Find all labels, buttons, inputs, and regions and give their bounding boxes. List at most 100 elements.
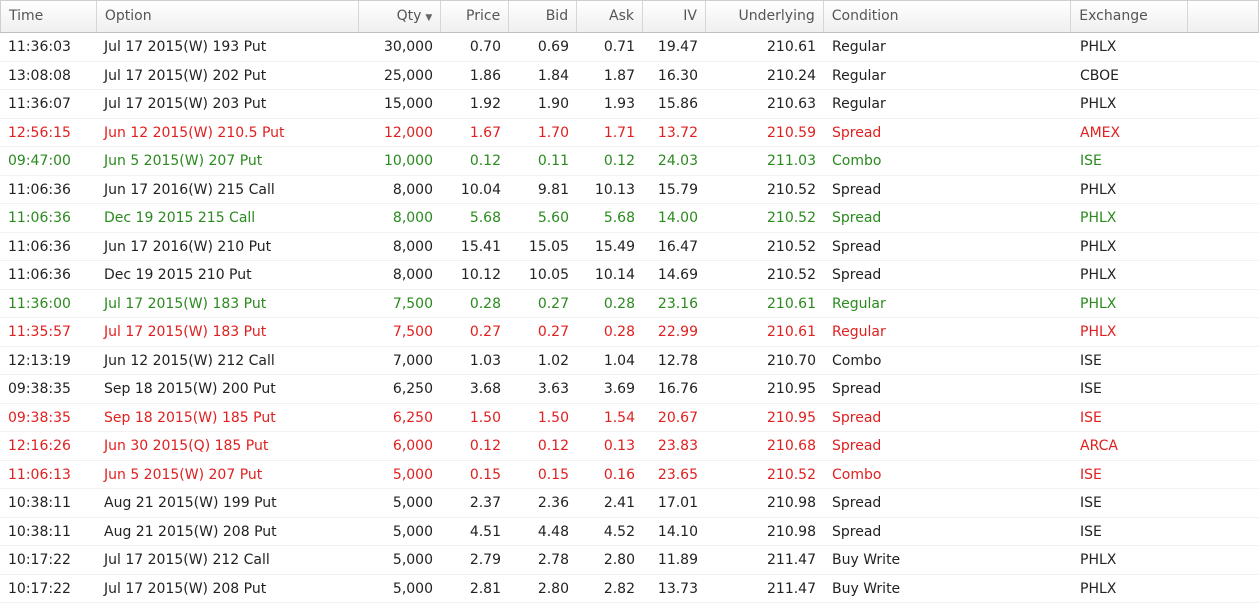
table-row[interactable]: 10:17:22 Jul 17 2015(W) 208 Put 5,000 2.81 2… <box>0 575 1259 603</box>
cell-option: Jun 12 2015(W) 212 Call <box>104 352 275 369</box>
cell-time: 11:06:36 <box>8 267 71 283</box>
table-row[interactable]: 11:35:57 Jul 17 2015(W) 183 Put 7,500 0.27 0… <box>0 318 1259 347</box>
cell-exchange: ISE <box>1080 495 1102 511</box>
cell-price: 1.50 <box>469 409 501 426</box>
cell-time: 09:38:35 <box>8 409 71 426</box>
cell-qty: 7,000 <box>392 352 433 369</box>
cell-bid: 0.27 <box>537 295 569 312</box>
column-header-condition[interactable]: Condition <box>824 1 1072 32</box>
cell-exchange: PHLX <box>1080 39 1117 55</box>
cell-price: 4.51 <box>469 523 501 540</box>
cell-bid: 2.78 <box>537 552 569 568</box>
table-row[interactable]: 11:06:13 Jun 5 2015(W) 207 Put 5,000 0.15 0.… <box>0 461 1259 489</box>
cell-iv: 15.79 <box>657 181 698 198</box>
cell-time: 11:06:36 <box>8 210 71 226</box>
cell-time: 11:06:13 <box>8 466 71 483</box>
cell-price: 0.28 <box>469 295 501 312</box>
cell-bid: 0.11 <box>537 153 569 169</box>
cell-condition: Spread <box>832 238 882 255</box>
cell-time: 12:16:26 <box>8 438 71 454</box>
column-header-bid[interactable]: Bid <box>509 1 578 32</box>
table-row[interactable]: 12:16:26 Jun 30 2015(Q) 185 Put 6,000 0.12 0… <box>0 432 1259 461</box>
cell-price: 2.81 <box>469 580 501 597</box>
column-label: Qty <box>396 8 422 24</box>
table-row[interactable]: 11:36:00 Jul 17 2015(W) 183 Put 7,500 0.28 0… <box>0 290 1259 318</box>
column-header-time[interactable]: Time <box>1 1 97 32</box>
cell-qty: 30,000 <box>384 39 433 55</box>
cell-time: 12:56:15 <box>8 124 71 141</box>
table-row[interactable]: 09:38:35 Sep 18 2015(W) 200 Put 6,250 3.68 3… <box>0 375 1259 404</box>
cell-condition: Regular <box>832 96 886 112</box>
cell-price: 1.03 <box>469 352 501 369</box>
column-header-option[interactable]: Option <box>97 1 360 32</box>
table-row[interactable]: 11:06:36 Dec 19 2015 210 Put 8,000 10.12 10.… <box>0 261 1259 290</box>
table-row[interactable]: 12:56:15 Jun 12 2015(W) 210.5 Put 12,000 1.… <box>0 119 1259 147</box>
table-row[interactable]: 09:47:00 Jun 5 2015(W) 207 Put 10,000 0.12 0… <box>0 147 1259 176</box>
cell-iv: 14.00 <box>657 210 698 226</box>
column-label: Condition <box>831 8 899 24</box>
cell-underlying: 210.95 <box>767 409 816 426</box>
table-row[interactable]: 11:06:36 Jun 17 2016(W) 210 Put 8,000 15.41… <box>0 233 1259 261</box>
cell-bid: 1.50 <box>537 409 569 426</box>
cell-price: 3.68 <box>469 381 501 397</box>
cell-underlying: 210.98 <box>767 523 816 540</box>
cell-qty: 6,250 <box>392 409 433 426</box>
cell-option: Jun 5 2015(W) 207 Put <box>104 466 263 483</box>
cell-iv: 16.76 <box>657 381 698 397</box>
cell-iv: 13.72 <box>657 124 698 141</box>
table-row[interactable]: 11:06:36 Jun 17 2016(W) 215 Call 8,000 10.0… <box>0 176 1259 204</box>
cell-ask: 1.93 <box>603 96 635 112</box>
cell-underlying: 210.52 <box>767 466 816 483</box>
cell-ask: 1.04 <box>603 352 635 369</box>
cell-ask: 2.80 <box>603 552 635 568</box>
cell-bid: 0.27 <box>537 324 569 340</box>
cell-qty: 7,500 <box>392 295 433 312</box>
table-row[interactable]: 09:38:35 Sep 18 2015(W) 185 Put 6,250 1.50 1… <box>0 404 1259 432</box>
cell-condition: Spread <box>832 523 882 540</box>
cell-underlying: 210.70 <box>767 352 816 369</box>
table-row[interactable]: 10:38:11 Aug 21 2015(W) 199 Put 5,000 2.37 2… <box>0 489 1259 518</box>
cell-condition: Spread <box>832 409 882 426</box>
cell-underlying: 210.68 <box>767 438 816 454</box>
cell-ask: 2.41 <box>603 495 635 511</box>
cell-bid: 3.63 <box>537 381 569 397</box>
cell-qty: 10,000 <box>384 153 433 169</box>
table-row[interactable]: 13:08:08 Jul 17 2015(W) 202 Put 25,000 1.86… <box>0 62 1259 90</box>
cell-bid: 0.69 <box>537 39 569 55</box>
table-row[interactable]: 11:36:03 Jul 17 2015(W) 193 Put 30,000 0.70… <box>0 33 1259 62</box>
cell-iv: 13.73 <box>657 580 698 597</box>
cell-ask: 1.71 <box>603 124 635 141</box>
cell-exchange: PHLX <box>1080 210 1117 226</box>
column-header-exchange[interactable]: Exchange <box>1071 1 1189 32</box>
cell-exchange: PHLX <box>1080 267 1117 283</box>
table-row[interactable]: 10:38:11 Aug 21 2015(W) 208 Put 5,000 4.51 4… <box>0 518 1259 546</box>
table-row[interactable]: 12:13:19 Jun 12 2015(W) 212 Call 7,000 1.03… <box>0 347 1259 375</box>
cell-price: 2.79 <box>469 552 501 568</box>
cell-condition: Spread <box>832 210 882 226</box>
cell-qty: 5,000 <box>392 523 433 540</box>
table-row[interactable]: 11:36:07 Jul 17 2015(W) 203 Put 15,000 1.92… <box>0 90 1259 119</box>
column-header-underlying[interactable]: Underlying <box>706 1 824 32</box>
cell-qty: 6,250 <box>392 381 433 397</box>
cell-ask: 0.71 <box>603 39 635 55</box>
cell-option: Jun 17 2016(W) 215 Call <box>104 181 275 198</box>
column-header-iv[interactable]: IV <box>643 1 706 32</box>
cell-condition: Regular <box>832 67 886 84</box>
cell-exchange: PHLX <box>1080 295 1117 312</box>
cell-option: Jun 17 2016(W) 210 Put <box>104 238 272 255</box>
cell-iv: 12.78 <box>657 352 698 369</box>
cell-underlying: 210.52 <box>767 181 816 198</box>
column-header-price[interactable]: Price <box>441 1 510 32</box>
cell-ask: 2.82 <box>603 580 635 597</box>
cell-condition: Spread <box>832 181 882 198</box>
column-label: Underlying <box>738 8 815 24</box>
cell-bid: 15.05 <box>528 238 569 255</box>
column-header-qty[interactable]: Qty ▼ <box>359 1 442 32</box>
table-row[interactable]: 11:06:36 Dec 19 2015 215 Call 8,000 5.68 5.6… <box>0 204 1259 233</box>
column-header-ask[interactable]: Ask <box>577 1 643 32</box>
cell-exchange: PHLX <box>1080 181 1117 198</box>
caret-down-icon: ▼ <box>425 13 433 23</box>
cell-qty: 5,000 <box>392 552 433 568</box>
column-label: Time <box>9 8 44 24</box>
table-row[interactable]: 10:17:22 Jul 17 2015(W) 212 Call 5,000 2.79… <box>0 546 1259 575</box>
